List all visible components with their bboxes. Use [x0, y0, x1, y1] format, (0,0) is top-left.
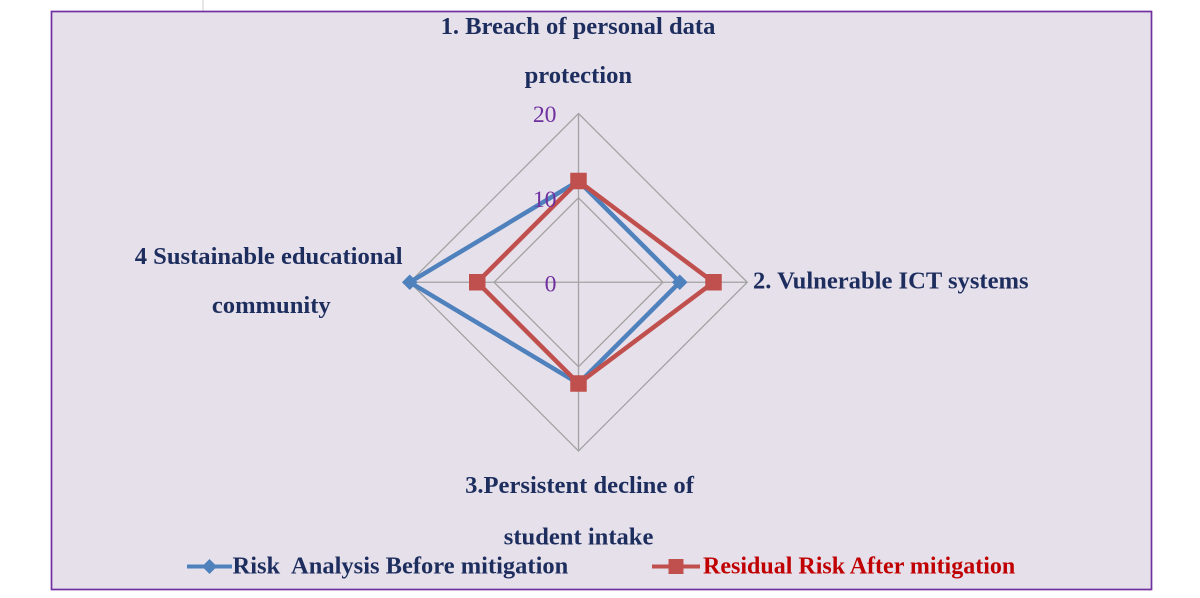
- svg-text:4 Sustainable educational: 4 Sustainable educational: [135, 243, 403, 270]
- svg-text:Residual Risk After mitigation: Residual Risk After mitigation: [703, 553, 1015, 579]
- svg-text:community: community: [212, 292, 332, 319]
- svg-text:Risk Analysis Before mitigati: Risk Analysis Before mitigation: [233, 552, 569, 579]
- svg-text:0: 0: [545, 271, 557, 297]
- svg-text:20: 20: [533, 102, 557, 128]
- svg-text:10: 10: [533, 187, 557, 213]
- svg-text:2. Vulnerable ICT systems: 2. Vulnerable ICT systems: [753, 267, 1029, 294]
- svg-text:student intake: student intake: [504, 523, 654, 550]
- svg-text:3.Persistent decline of: 3.Persistent decline of: [465, 472, 695, 499]
- svg-text:1. Breach of personal data: 1. Breach of personal data: [441, 13, 716, 40]
- svg-text:protection: protection: [525, 62, 633, 89]
